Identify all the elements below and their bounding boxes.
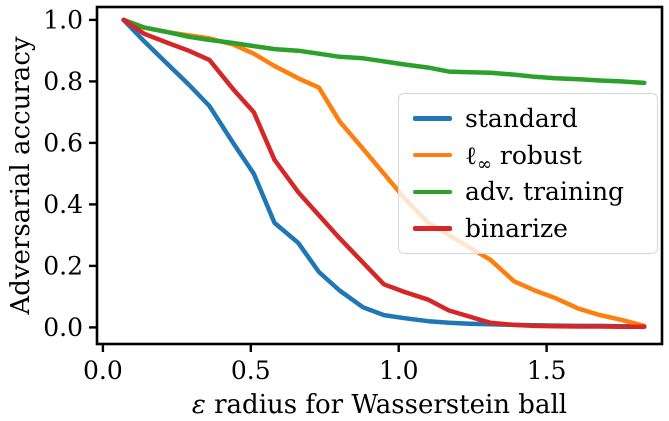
- y-tick-label: 0.2: [43, 251, 83, 280]
- y-tick-label: 0.0: [43, 313, 83, 342]
- legend-label: binarize: [465, 214, 568, 244]
- legend-swatch: [413, 116, 452, 121]
- legend-label: ℓ∞ robust: [465, 140, 582, 175]
- legend-item----robust: ℓ∞ robust: [413, 137, 643, 174]
- legend-swatch: [413, 226, 452, 231]
- x-tick-label: 0.5: [231, 356, 271, 385]
- plot-frame: [95, 5, 664, 346]
- legend: standard ℓ∞ robust adv. training binarize: [398, 93, 658, 254]
- legend-item-standard: standard: [413, 100, 643, 137]
- legend-label: standard: [465, 103, 578, 133]
- x-tick-label: 0.0: [83, 356, 123, 385]
- y-tick-label: 0.6: [43, 128, 83, 157]
- legend-item-binarize: binarize: [413, 210, 643, 247]
- legend-swatch: [413, 152, 452, 158]
- y-tick-label: 1.0: [43, 5, 83, 34]
- y-axis-label: Adversarial accuracy: [6, 36, 36, 315]
- legend-swatch: [413, 189, 452, 195]
- y-tick-label: 0.8: [43, 67, 83, 96]
- legend-label: adv. training: [465, 177, 625, 207]
- series-line-binarize: [121, 17, 647, 330]
- series-line-adv--training: [121, 17, 647, 86]
- y-tick-label: 0.4: [43, 190, 83, 219]
- x-axis-label: ε radius for Wasserstein ball: [192, 390, 567, 420]
- x-tick-label: 1.0: [379, 356, 419, 385]
- x-tick-label: 1.5: [527, 356, 567, 385]
- legend-item-adv--training: adv. training: [413, 174, 643, 211]
